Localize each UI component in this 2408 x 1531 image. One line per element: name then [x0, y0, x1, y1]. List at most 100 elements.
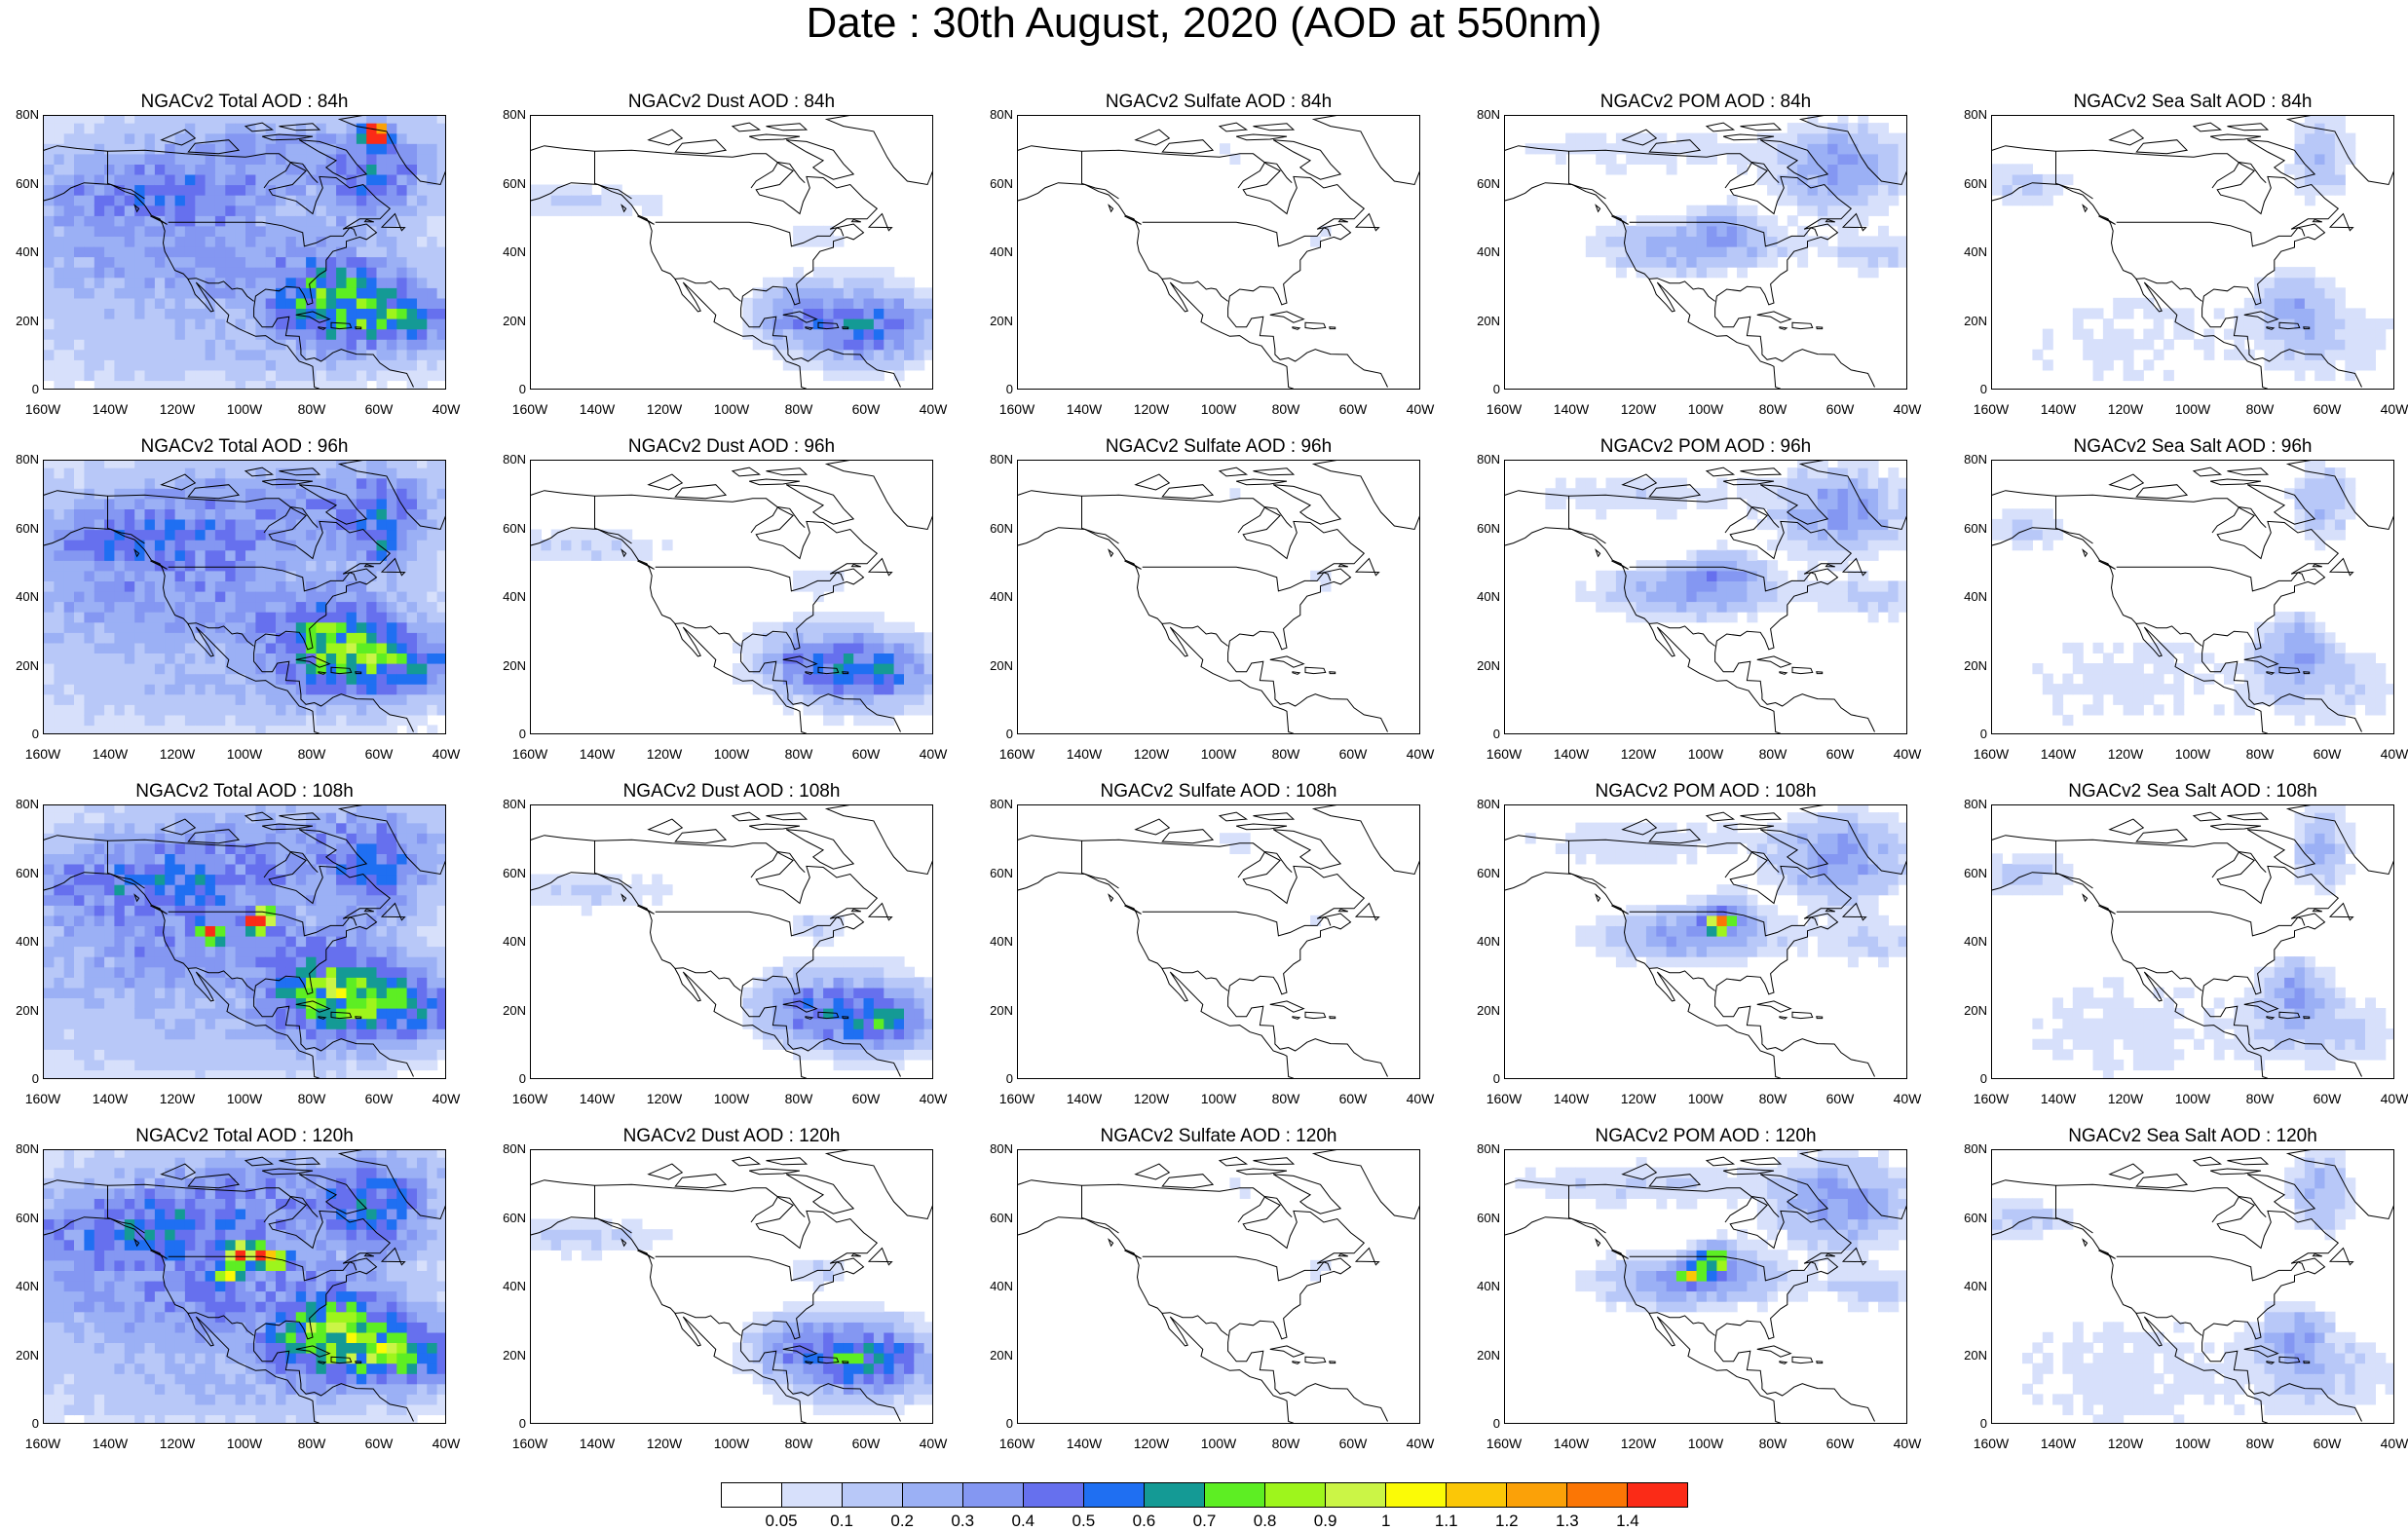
aod-cell [84, 956, 95, 968]
aod-cell [154, 518, 166, 531]
aod-cell [225, 277, 237, 288]
aod-cell [356, 256, 367, 268]
aod-cell [74, 1038, 85, 1050]
aod-cell [325, 925, 337, 937]
aod-cell [316, 1028, 327, 1040]
aod-cell [652, 205, 663, 216]
aod-cell [225, 488, 237, 500]
aod-cell [336, 812, 348, 824]
aod-cell [2304, 642, 2315, 653]
aod-cell [144, 215, 156, 227]
aod-cell [1666, 498, 1677, 509]
aod-cell [325, 256, 337, 268]
aod-cell [255, 173, 267, 186]
aod-cell [336, 946, 348, 957]
aod-cell [2042, 359, 2053, 371]
aod-cell [165, 714, 176, 727]
aod-cell [124, 874, 135, 885]
aod-cell [144, 580, 156, 592]
aod-cell [366, 205, 378, 216]
aod-cell [285, 488, 297, 500]
aod-cell [2042, 173, 2053, 186]
aod-cell [2334, 663, 2346, 675]
aod-cell [1696, 205, 1708, 216]
aod-cell [793, 339, 805, 351]
aod-cell [2304, 518, 2315, 531]
aod-cell [823, 612, 835, 623]
aod-cell [366, 612, 378, 623]
aod-cell [2173, 704, 2185, 716]
aod-cell [1737, 590, 1748, 603]
aod-cell [2102, 663, 2114, 675]
aod-cell [1686, 236, 1698, 247]
aod-cell [325, 518, 337, 531]
aod-cell [255, 874, 267, 885]
aod-cell [295, 874, 307, 885]
aod-cell [1777, 195, 1788, 206]
aod-cell [427, 225, 438, 237]
aod-cell [833, 297, 845, 309]
aod-cell [884, 704, 895, 716]
aod-cell [165, 905, 176, 916]
aod-cell [195, 684, 207, 695]
aod-cell [2354, 673, 2366, 685]
aod-cell [276, 966, 286, 978]
aod-cell [752, 621, 764, 633]
aod-cell [1797, 467, 1809, 479]
aod-cell [63, 956, 75, 968]
aod-cell [154, 874, 166, 885]
aod-cell [376, 256, 388, 268]
aod-cell [225, 621, 237, 633]
aod-cell [225, 642, 237, 653]
aod-cell [376, 673, 388, 685]
aod-cell [1585, 132, 1597, 144]
aod-cell [104, 328, 116, 340]
aod-cell [225, 590, 237, 603]
aod-cell [114, 467, 126, 479]
aod-cell [406, 467, 418, 479]
island-outline [187, 484, 241, 500]
aod-cell [1827, 123, 1839, 134]
aod-cell [104, 477, 116, 489]
panel-title: NGACv2 Total AOD : 96h [140, 436, 349, 457]
aod-cell [346, 498, 357, 509]
aod-cell [2304, 195, 2315, 206]
aod-cell [346, 632, 357, 644]
aod-cell [2345, 153, 2356, 165]
aod-cell [44, 369, 55, 382]
aod-cell [2375, 339, 2387, 351]
aod-cell [235, 1018, 246, 1029]
aod-cell [1756, 143, 1768, 155]
aod-cell [124, 905, 135, 916]
aod-cell [1777, 488, 1788, 500]
aod-cell [1858, 540, 1869, 551]
aod-cell [54, 653, 65, 664]
aod-cell [396, 339, 408, 351]
aod-cell [873, 328, 884, 340]
aod-cell [2012, 164, 2023, 175]
aod-cell [84, 173, 95, 186]
aod-cell [436, 580, 445, 592]
aod-cell [124, 987, 135, 998]
aod-cell [2375, 663, 2387, 675]
island-outline [298, 484, 368, 525]
aod-cell [2334, 518, 2346, 531]
aod-cell [2294, 508, 2306, 520]
aod-cell [255, 236, 267, 247]
aod-cell [195, 488, 207, 500]
aod-cell [1858, 529, 1869, 541]
aod-cell [417, 349, 428, 360]
aod-cell [366, 488, 378, 500]
aod-cell [235, 1069, 246, 1078]
aod-cell [772, 349, 784, 360]
aod-cell [214, 508, 226, 520]
aod-cell [2304, 287, 2315, 299]
aod-cell [306, 540, 318, 551]
aod-cell [2042, 195, 2053, 206]
aod-cell [823, 225, 835, 237]
aod-cell [853, 308, 865, 319]
aod-cell [124, 977, 135, 989]
aod-cell [265, 369, 277, 382]
island-outline [749, 478, 801, 486]
aod-cell [114, 328, 126, 340]
